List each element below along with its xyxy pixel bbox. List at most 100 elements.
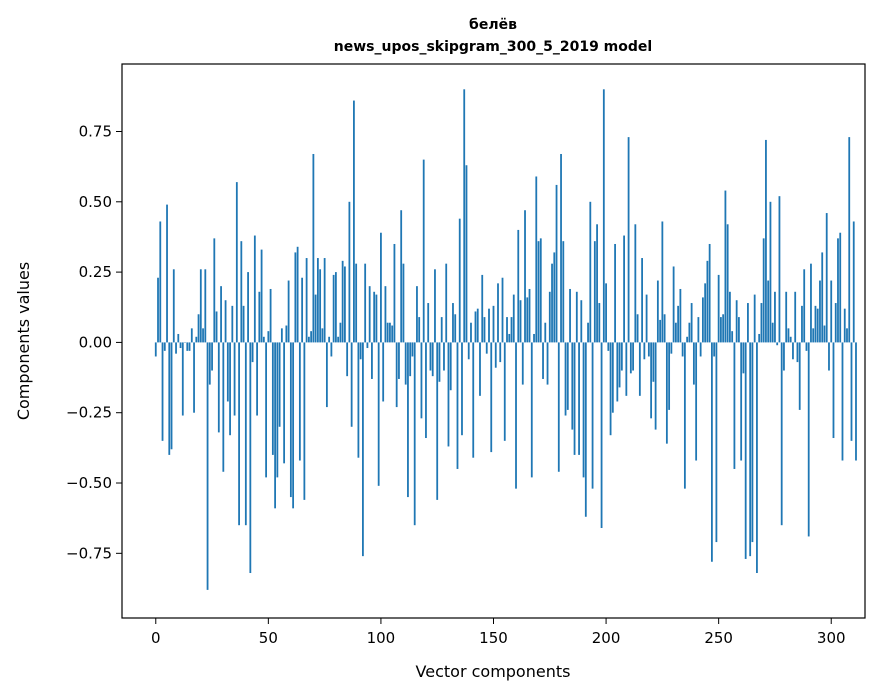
bar xyxy=(463,89,466,343)
bar xyxy=(409,342,412,377)
bar xyxy=(634,224,637,343)
bar xyxy=(557,342,560,472)
bar xyxy=(670,342,673,354)
bar xyxy=(828,342,830,371)
bar xyxy=(607,342,610,351)
bar xyxy=(566,342,569,410)
bar xyxy=(339,322,342,343)
bar xyxy=(195,336,198,343)
bar xyxy=(623,235,625,343)
bar xyxy=(353,100,355,343)
bar xyxy=(528,288,531,343)
bar xyxy=(650,342,653,419)
bar xyxy=(620,342,623,371)
bar xyxy=(726,224,729,343)
bar xyxy=(217,342,220,433)
bar xyxy=(305,258,308,343)
bar xyxy=(199,269,202,343)
bar xyxy=(823,325,826,343)
bar xyxy=(418,317,421,343)
bar xyxy=(393,243,396,343)
bar xyxy=(692,342,695,385)
bar xyxy=(222,342,225,472)
bar xyxy=(855,342,857,461)
bar xyxy=(494,342,497,368)
bar xyxy=(751,342,754,543)
bar xyxy=(233,342,236,416)
bar xyxy=(422,159,425,343)
bar xyxy=(695,342,698,461)
bar xyxy=(238,342,240,526)
bar xyxy=(355,263,358,343)
bar xyxy=(638,342,641,396)
bar xyxy=(382,342,385,402)
bar xyxy=(474,311,477,343)
y-tick-label: 0.25 xyxy=(79,263,112,281)
bar xyxy=(704,283,707,343)
bar xyxy=(787,328,790,343)
bar xyxy=(661,221,664,343)
bar xyxy=(413,342,416,526)
bar xyxy=(796,342,799,363)
bar xyxy=(573,342,576,455)
bar xyxy=(798,342,801,410)
bar xyxy=(510,317,513,343)
bar xyxy=(645,294,648,343)
bar xyxy=(742,342,745,374)
bar xyxy=(467,342,470,360)
bar xyxy=(629,342,632,374)
bar xyxy=(636,314,639,343)
bar xyxy=(816,308,819,343)
bar xyxy=(314,294,317,343)
bar xyxy=(611,342,614,413)
bar xyxy=(398,342,400,379)
bar xyxy=(197,314,200,343)
bar xyxy=(220,286,222,343)
bar xyxy=(596,224,598,343)
bar xyxy=(701,297,704,343)
bar xyxy=(837,238,839,343)
bar xyxy=(310,331,313,343)
bar xyxy=(539,238,542,343)
bar xyxy=(848,137,851,343)
bar xyxy=(166,204,168,343)
bar xyxy=(249,342,252,574)
bar xyxy=(380,232,382,343)
bar xyxy=(681,342,684,357)
bar xyxy=(395,342,398,408)
bar xyxy=(627,137,630,343)
bar xyxy=(794,291,797,343)
bar xyxy=(179,342,182,349)
x-tick-label: 200 xyxy=(592,629,621,647)
bar xyxy=(614,243,616,343)
chart-title: белёв xyxy=(469,17,517,33)
y-tick-label: −0.25 xyxy=(66,404,112,422)
y-axis-label: Components values xyxy=(14,262,33,420)
bar xyxy=(362,342,364,557)
bar xyxy=(652,342,655,382)
bar xyxy=(402,263,405,343)
bar xyxy=(625,342,628,396)
bar xyxy=(262,336,265,343)
bar xyxy=(400,210,403,343)
bar xyxy=(814,305,817,343)
bar xyxy=(384,286,387,343)
bar xyxy=(749,342,752,557)
bar xyxy=(535,176,538,343)
bar xyxy=(503,342,506,441)
bar xyxy=(526,297,529,343)
y-tick-label: 0.00 xyxy=(79,333,112,351)
bar xyxy=(276,342,279,478)
bar xyxy=(366,342,369,349)
y-tick-label: −0.50 xyxy=(66,474,112,492)
bar xyxy=(677,305,680,343)
bar xyxy=(591,342,594,489)
bar xyxy=(377,342,380,486)
bar xyxy=(609,342,612,436)
bar xyxy=(368,286,371,343)
bar xyxy=(843,308,846,343)
y-tick-label: −0.75 xyxy=(66,544,112,562)
bar xyxy=(348,201,351,343)
bar xyxy=(226,342,229,402)
bar xyxy=(542,342,544,379)
